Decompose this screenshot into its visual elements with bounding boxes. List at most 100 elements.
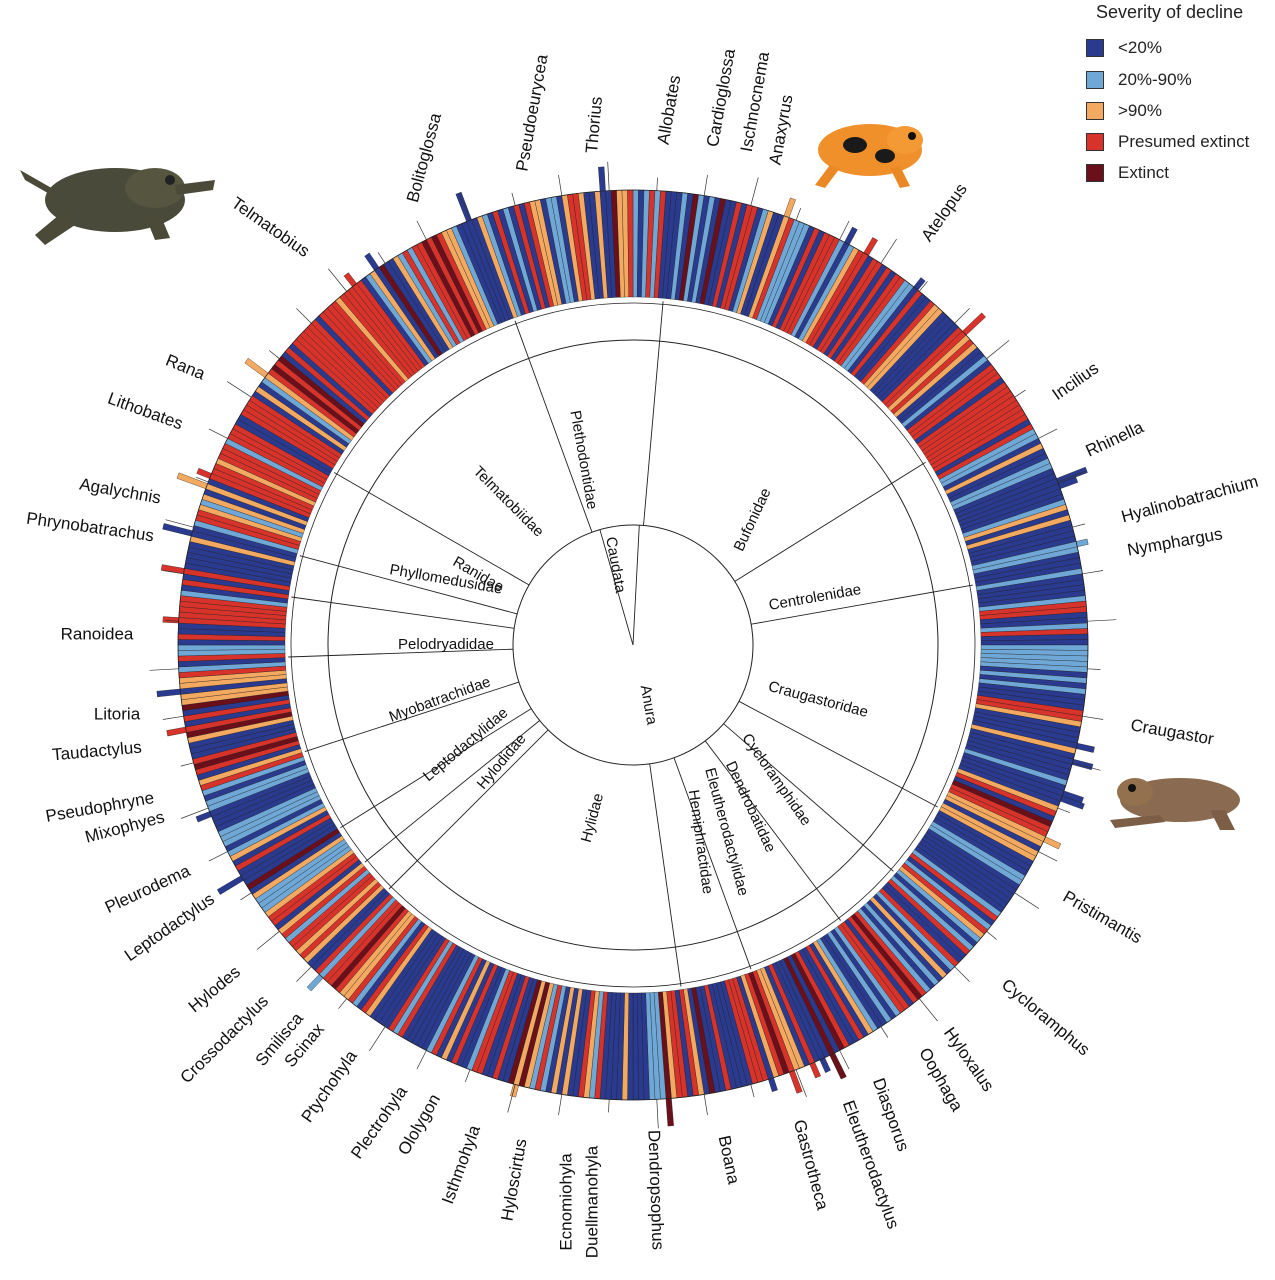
genus-tick — [180, 807, 209, 819]
species-bar — [847, 277, 926, 374]
genus-tick — [986, 340, 1010, 359]
genus-tick — [464, 1069, 471, 1083]
genus-tick — [1038, 428, 1058, 439]
genus-tick — [919, 281, 928, 292]
genus-tick — [1087, 619, 1117, 622]
genus-tick — [162, 715, 184, 720]
genus-tick — [226, 381, 252, 398]
species-bar — [343, 272, 422, 372]
species-bar — [455, 191, 510, 322]
genus-tick — [839, 1050, 850, 1070]
species-bar — [968, 732, 1094, 771]
species-bar — [783, 956, 847, 1080]
legend-swatch — [1086, 102, 1104, 120]
genus-label: Craugastor — [1129, 715, 1215, 748]
legend-item-gt90: >90% — [1086, 101, 1271, 121]
family-branch — [704, 740, 841, 921]
genus-label: Ranoidea — [61, 624, 134, 643]
family-branch — [738, 700, 938, 808]
genus-label: Atelopus — [917, 180, 971, 245]
genus-label: Isthmohyla — [438, 1122, 484, 1206]
genus-label: Hyalinobatrachium — [1119, 472, 1260, 527]
genus-tick — [703, 174, 708, 196]
genus-tick — [1057, 471, 1086, 483]
species-bar — [959, 760, 1085, 810]
genus-tick — [180, 762, 194, 767]
species-bar — [748, 197, 796, 319]
family-branch — [304, 681, 520, 753]
genus-tick — [1038, 851, 1058, 862]
family-branch — [643, 301, 664, 526]
species-bar — [306, 896, 397, 992]
legend-label: Extinct — [1118, 163, 1170, 182]
genus-tick — [1014, 892, 1040, 909]
genus-tick — [195, 476, 209, 483]
genus-tick — [607, 161, 610, 191]
genus-label: Cycloramphus — [998, 975, 1093, 1059]
genus-tick — [149, 668, 179, 671]
species-bar — [216, 821, 336, 895]
legend-title: Severity of decline — [1096, 2, 1244, 22]
genus-tick — [1014, 389, 1026, 398]
legend-label: <20% — [1118, 38, 1162, 57]
genus-tick — [377, 252, 386, 264]
genus-label: Agalychnis — [78, 475, 162, 508]
species-bar — [162, 523, 297, 562]
phylogeny-tree — [288, 301, 976, 988]
species-bar — [946, 791, 1062, 850]
species-bar — [510, 980, 546, 1098]
genus-tick — [1072, 523, 1086, 528]
genus-label: Anaxyrus — [765, 93, 796, 166]
family-branch — [364, 720, 540, 863]
genus-tick — [416, 220, 427, 240]
legend-item-lt20: <20% — [1086, 38, 1271, 58]
species-bar — [971, 538, 1089, 571]
genus-tick — [296, 308, 312, 324]
species-bar — [775, 960, 831, 1073]
genus-label: Rhinella — [1083, 417, 1147, 460]
genus-tick — [296, 966, 312, 982]
genus-label: Ischnocnema — [737, 50, 773, 153]
family-branch — [388, 729, 549, 890]
family-branch — [514, 320, 593, 533]
legend-item-presumed: Presumed extinct — [1086, 132, 1271, 152]
legend-swatch — [1086, 71, 1104, 89]
genus-tick — [558, 1094, 563, 1116]
genus-tick — [208, 428, 228, 439]
genus-tick — [507, 1084, 516, 1113]
frog-photo-atelopus — [815, 124, 923, 188]
genus-tick — [269, 350, 280, 359]
family-branch — [673, 757, 752, 970]
species-bar — [176, 472, 308, 526]
species-bar — [244, 357, 355, 441]
genus-label: Bolitoglossa — [403, 110, 445, 204]
genus-tick — [608, 1099, 610, 1113]
genus-tick — [165, 620, 179, 622]
legend-label: Presumed extinct — [1118, 132, 1250, 151]
genus-label: Hylodes — [185, 962, 244, 1016]
family-branch — [734, 461, 926, 582]
species-bar — [971, 719, 1095, 753]
genus-tick — [558, 174, 563, 196]
genus-tick — [795, 207, 802, 221]
genus-tick — [880, 1026, 889, 1038]
genus-tick — [795, 1069, 807, 1098]
genus-label: Telmatobius — [228, 193, 313, 261]
species-bar — [794, 226, 858, 340]
species-bar — [160, 564, 291, 591]
genus-label: Ptychohyla — [298, 1046, 362, 1125]
genus-tick — [1087, 668, 1101, 670]
species-bar — [156, 678, 288, 698]
legend-swatch — [1086, 164, 1104, 182]
genus-label: Rana — [163, 351, 208, 384]
genus-label: Taudactylus — [51, 738, 142, 765]
genus-tick — [240, 892, 252, 901]
legend-label: 20%-90% — [1118, 70, 1192, 89]
genus-tick — [416, 1050, 427, 1070]
genus-tick — [1082, 715, 1104, 720]
genus-leader-lines — [149, 161, 1117, 1129]
family-branch — [751, 584, 973, 625]
species-bar — [884, 312, 986, 409]
genus-label: Gastrotheca — [790, 1118, 832, 1213]
